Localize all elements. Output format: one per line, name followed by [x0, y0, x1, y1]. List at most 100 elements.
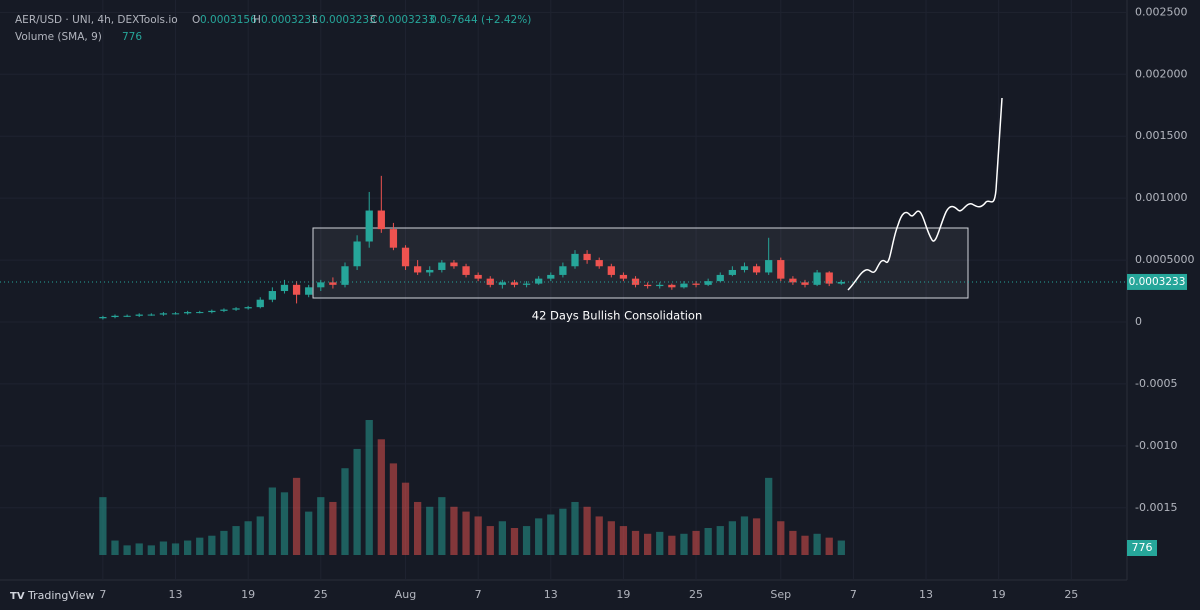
volume-bar [232, 526, 240, 555]
volume-bar [474, 516, 482, 555]
x-tick-label: 25 [1064, 588, 1078, 601]
volume-bar [498, 521, 506, 555]
candle-body [462, 266, 470, 275]
last-price-badge [1127, 273, 1187, 290]
candle-body [196, 312, 204, 314]
volume-bar [571, 501, 579, 555]
x-tick-label: 13 [544, 588, 558, 601]
x-tick-label: Sep [770, 588, 791, 601]
volume-bar [426, 506, 434, 555]
candle-body [450, 262, 458, 267]
x-tick-label: 13 [919, 588, 933, 601]
volume-bar [644, 533, 652, 555]
change: 0.0₅7644 (+2.42%) [430, 14, 531, 26]
volume-bar [692, 530, 700, 555]
ohlc-value: 0.0003156 [200, 14, 257, 26]
candle-body [208, 310, 216, 313]
x-tick-label: 7 [475, 588, 482, 601]
x-tick-label: 25 [314, 588, 328, 601]
volume-bar [292, 477, 301, 555]
volume-bar [135, 543, 143, 555]
volume-bar [559, 508, 567, 555]
candle-body [305, 287, 313, 295]
y-tick-label: -0.0005 [1135, 377, 1177, 390]
volume-bar [837, 540, 845, 555]
volume-bar [401, 482, 410, 555]
candle-body [329, 282, 337, 285]
volume-bar [256, 516, 264, 555]
volume-bar [147, 545, 155, 555]
candle-body [522, 283, 531, 285]
volume-bar [123, 545, 131, 555]
candle-body [232, 308, 240, 310]
volume-bar [595, 516, 603, 555]
candle-body [607, 266, 615, 275]
y-tick-label: 0.002000 [1135, 67, 1188, 80]
x-tick-label: Aug [395, 588, 416, 601]
candle-body [656, 284, 664, 287]
volume-bar [656, 531, 664, 555]
candle-body [813, 272, 821, 285]
x-tick-label: 25 [689, 588, 703, 601]
candle-body [365, 210, 373, 242]
candle-body [99, 317, 107, 319]
candle-body [668, 284, 676, 288]
candle-body [377, 210, 385, 230]
candle-body [414, 266, 422, 273]
volume-bar [777, 521, 785, 555]
candle-body [220, 309, 228, 311]
candle-body [644, 284, 652, 287]
candle-body [123, 315, 131, 317]
ohlc-value: 0.0003233 [319, 14, 376, 26]
candle-body [159, 313, 168, 315]
candle-body [692, 283, 700, 285]
candle-body [147, 314, 155, 316]
candle-body [765, 260, 773, 273]
volume-bar [389, 463, 398, 555]
volume-bar [220, 530, 228, 555]
x-tick-label: 19 [992, 588, 1006, 601]
volume-bar [486, 526, 494, 555]
candle-body [510, 282, 519, 285]
volume-bar [716, 526, 724, 555]
candle-body [268, 291, 276, 300]
volume-bar [765, 477, 773, 555]
x-tick-label: 13 [169, 588, 183, 601]
volume-bar [450, 506, 458, 555]
candle-body [680, 283, 688, 288]
annotation: 42 Days Bullish Consolidation [532, 309, 703, 323]
candle-body [619, 274, 628, 279]
y-tick-label: 0.001500 [1135, 129, 1188, 142]
volume-bar [607, 521, 615, 555]
volume-bar [280, 492, 289, 555]
volume-bar [535, 518, 543, 555]
candle-body [752, 266, 761, 273]
candle-body [583, 253, 591, 261]
candle-body [389, 229, 398, 248]
y-tick-label: 0.001000 [1135, 191, 1188, 204]
candle-body [777, 260, 785, 279]
volume-bar [159, 541, 168, 555]
candle-body [837, 281, 845, 284]
candle-body [740, 266, 749, 270]
volume-bar [329, 501, 337, 555]
candle-body [256, 299, 264, 308]
volume-bar [789, 530, 797, 555]
y-tick-label: -0.0015 [1135, 501, 1177, 514]
candle-body [825, 272, 833, 284]
volume-bar [680, 533, 688, 555]
ohlc-value: 0.0003233 [261, 14, 318, 26]
volume-bar [740, 516, 749, 555]
volume-value: 776 [122, 31, 142, 43]
x-tick-label: 19 [241, 588, 255, 601]
volume-bar [462, 511, 470, 555]
candle-body [244, 307, 252, 309]
volume-bar [583, 506, 591, 555]
last-price-label: 0.0003233 [1129, 276, 1186, 288]
volume-bar [377, 439, 385, 555]
candle-body [426, 269, 434, 273]
candle-body [401, 247, 410, 267]
volume-bar [184, 540, 192, 555]
